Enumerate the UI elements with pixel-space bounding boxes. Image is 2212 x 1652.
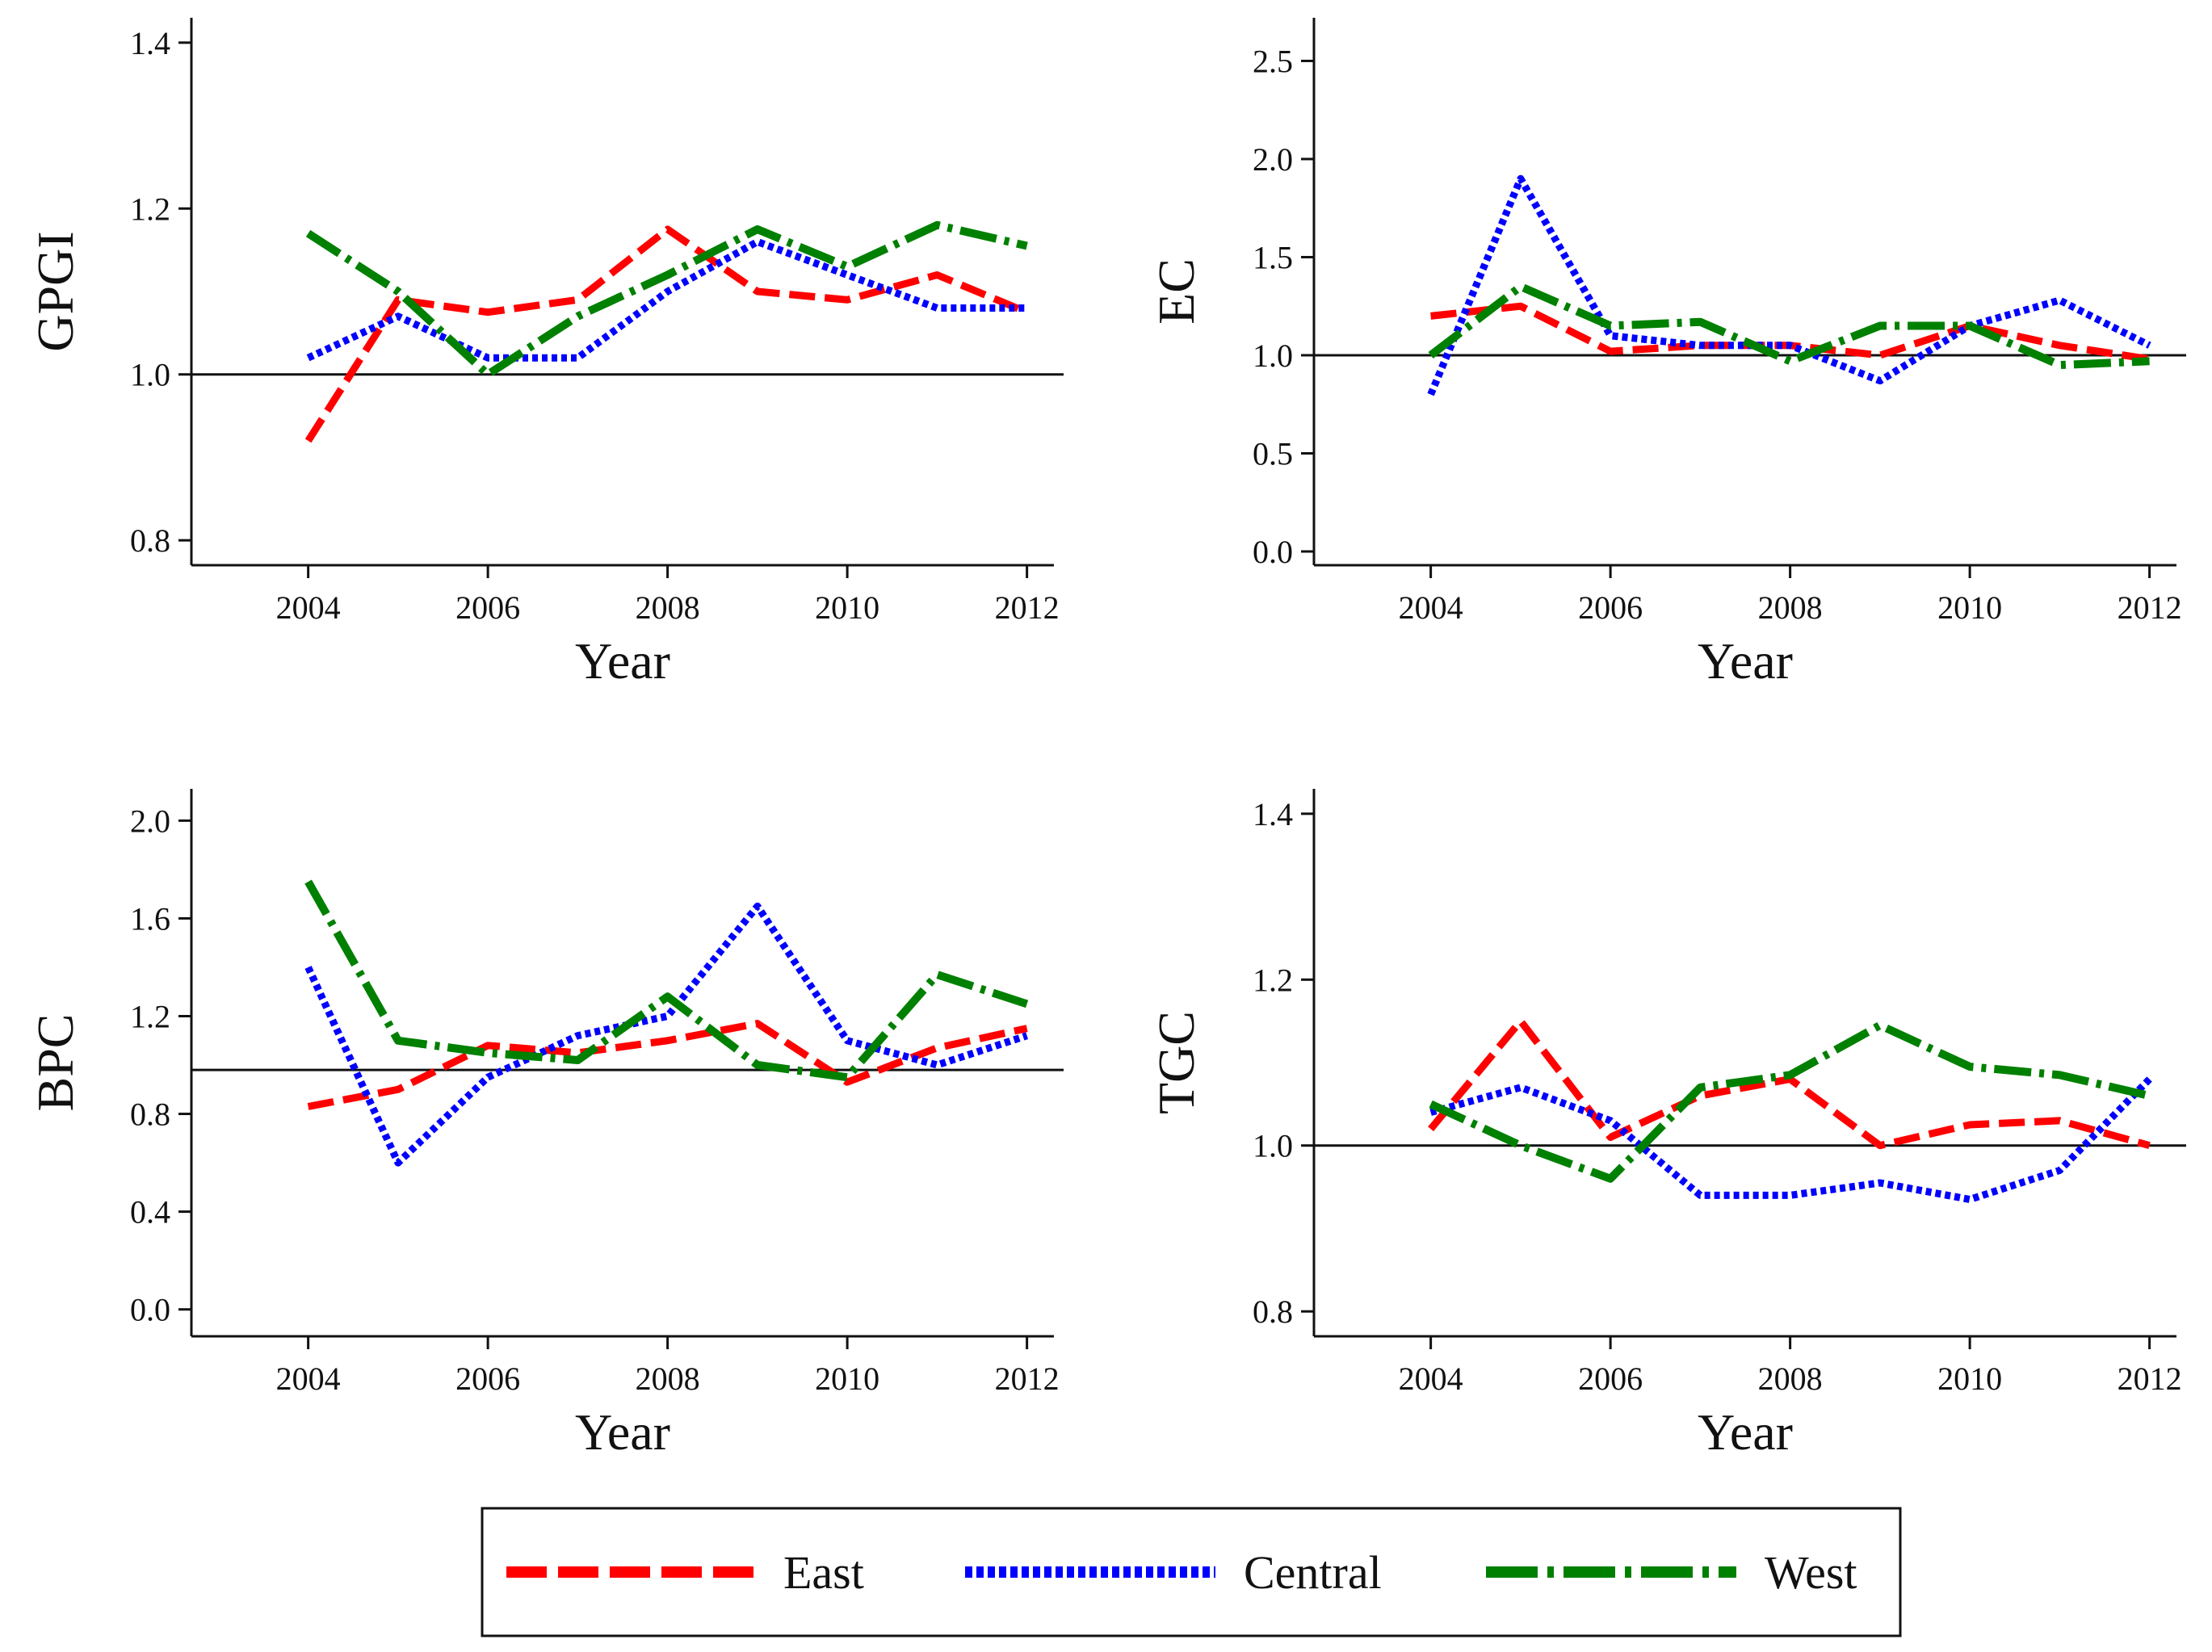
series-group bbox=[1428, 1017, 2152, 1203]
y-tick-label: 2.5 bbox=[1253, 43, 1293, 79]
x-tick-label: 2012 bbox=[995, 589, 1060, 626]
series-line-central bbox=[306, 237, 1027, 362]
y-tick-label: 0.0 bbox=[130, 1292, 170, 1328]
x-tick-label: 2004 bbox=[276, 589, 341, 626]
x-ticks: 2004 2006 2008 2010 2012 bbox=[276, 1336, 1060, 1397]
y-tick-label: 1.2 bbox=[130, 998, 170, 1034]
series-line-central bbox=[1429, 1076, 2152, 1203]
y-tick-label: 0.5 bbox=[1253, 435, 1293, 472]
legend-label-west: West bbox=[1765, 1546, 1857, 1599]
series-line-west bbox=[1429, 1021, 2151, 1183]
y-tick-label: 1.6 bbox=[130, 900, 170, 937]
y-tick-label: 0.0 bbox=[1253, 534, 1293, 570]
series-line-west bbox=[1428, 282, 2150, 370]
legend-label-central: Central bbox=[1244, 1546, 1382, 1599]
y-tick-label: 2.0 bbox=[130, 803, 170, 839]
y-tick-label: 0.8 bbox=[130, 522, 170, 559]
y-tick-label: 1.2 bbox=[1253, 962, 1293, 998]
series-group bbox=[1427, 174, 2151, 396]
x-tick-label: 2006 bbox=[1578, 589, 1643, 626]
x-axis-title: Year bbox=[1698, 1403, 1793, 1461]
panel-ec: 0.00.51.01.52.02.5 2004 2006 2008 2010 2012 … bbox=[1148, 18, 2186, 690]
x-ticks: 2004 2006 2008 2010 2012 bbox=[1399, 565, 2182, 626]
x-ticks: 2004 2006 2008 2010 2012 bbox=[1399, 1336, 2182, 1397]
series-line-east bbox=[307, 1020, 1028, 1110]
y-ticks: 0.0 0.4 0.8 1.2 1.6 2.0 bbox=[130, 803, 191, 1328]
x-tick-label: 2006 bbox=[455, 1361, 520, 1397]
y-tick-label: 1.2 bbox=[130, 191, 170, 227]
series-group bbox=[304, 220, 1029, 443]
x-tick-label: 2004 bbox=[1399, 1361, 1463, 1397]
y-axis-title: TGC bbox=[1148, 1011, 1205, 1114]
series-line-east bbox=[1430, 302, 2151, 363]
x-tick-label: 2010 bbox=[1937, 589, 2002, 626]
y-tick-label: 0.4 bbox=[130, 1194, 170, 1231]
x-tick-label: 2010 bbox=[815, 1361, 879, 1397]
y-axis-title: BPC bbox=[27, 1014, 84, 1112]
x-tick-label: 2008 bbox=[636, 589, 700, 626]
y-tick-label: 1.4 bbox=[130, 25, 170, 61]
x-tick-label: 2006 bbox=[1578, 1361, 1643, 1397]
x-tick-label: 2012 bbox=[995, 1361, 1060, 1397]
y-tick-label: 0.8 bbox=[1253, 1294, 1293, 1330]
legend-label-east: East bbox=[783, 1546, 864, 1599]
y-axis-title: GPGI bbox=[27, 231, 84, 351]
x-tick-label: 2008 bbox=[636, 1361, 700, 1397]
series-line-east bbox=[304, 225, 1029, 443]
legend: East Central West bbox=[481, 1507, 1902, 1637]
y-tick-label: 1.0 bbox=[1253, 338, 1293, 374]
panel-gpgi: 0.8 1.0 1.2 1.4 2004 2006 2008 2010 2012 GPGI Y… bbox=[27, 18, 1064, 690]
x-tick-label: 2008 bbox=[1758, 589, 1823, 626]
series-group bbox=[304, 879, 1029, 1167]
y-tick-label: 1.5 bbox=[1253, 239, 1293, 275]
series-line-central bbox=[1427, 174, 2151, 396]
panel-bpc: 0.00.40.81.21.62.0 2004 2006 2008 2010 2012 … bbox=[27, 789, 1064, 1461]
y-tick-label: 1.0 bbox=[130, 357, 170, 393]
x-tick-label: 2006 bbox=[455, 589, 520, 626]
x-tick-label: 2010 bbox=[1937, 1361, 2002, 1397]
x-tick-label: 2004 bbox=[1399, 589, 1463, 626]
x-axis-title: Year bbox=[1698, 632, 1793, 690]
series-line-west bbox=[304, 879, 1029, 1082]
x-tick-label: 2012 bbox=[2118, 1361, 2182, 1397]
x-ticks: 2004 2006 2008 2010 2012 bbox=[276, 565, 1060, 626]
y-axis-title: EC bbox=[1148, 258, 1205, 325]
y-tick-label: 1.0 bbox=[1253, 1128, 1293, 1164]
y-tick-label: 2.0 bbox=[1253, 141, 1293, 178]
series-line-west bbox=[305, 220, 1028, 379]
x-axis-title: Year bbox=[575, 1403, 670, 1461]
x-tick-label: 2008 bbox=[1758, 1361, 1823, 1397]
x-tick-label: 2004 bbox=[276, 1361, 341, 1397]
y-tick-label: 0.8 bbox=[130, 1096, 170, 1133]
series-line-east bbox=[1428, 1017, 2151, 1150]
y-ticks: 0.0 0.5 1.0 1.5 2.0 2.5 bbox=[1253, 43, 1314, 570]
y-ticks: 0.8 1.0 1.2 1.4 bbox=[1253, 796, 1314, 1330]
x-axis-title: Year bbox=[575, 632, 670, 690]
x-tick-label: 2010 bbox=[815, 589, 879, 626]
series-line-central bbox=[304, 902, 1028, 1167]
panel-tgc: 0.8 1.0 1.2 1.4 2004 2006 2008 2010 2012 TGC Ye… bbox=[1148, 789, 2186, 1461]
y-tick-label: 1.4 bbox=[1253, 796, 1293, 832]
y-ticks: 0.8 1.0 1.2 1.4 bbox=[130, 25, 191, 559]
x-tick-label: 2012 bbox=[2118, 589, 2182, 626]
